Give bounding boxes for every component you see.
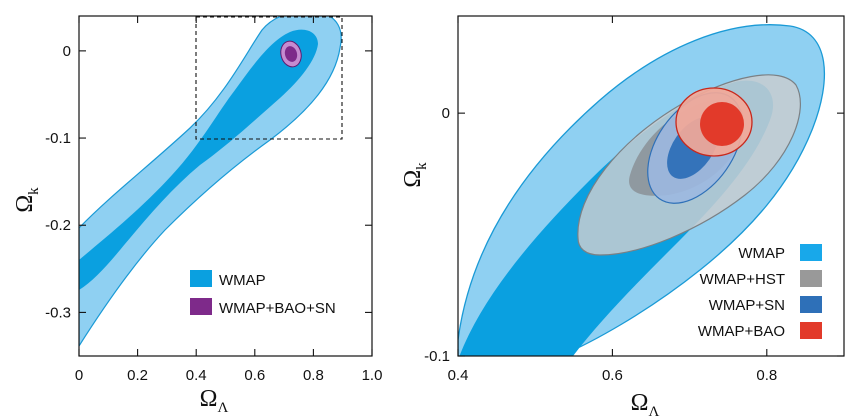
x-tick-label: 0.4 (448, 367, 469, 384)
legend-swatch-wmap (800, 244, 822, 261)
legend-label-wmap-bao: WMAP+BAO (698, 323, 785, 340)
left-ylabel: Ωk (12, 187, 42, 213)
y-tick-label: -0.1 (45, 130, 71, 147)
zoom-box (195, 16, 343, 140)
right-panel: 0.4 0.6 0.8 0 -0.1 ΩΛ Ωk WMAP WMAP+HST WMAP+… (400, 15, 845, 419)
wmap-bao-68-region (700, 102, 744, 146)
x-tick-label: 0 (75, 367, 83, 384)
legend-label-wmap-bao-sn: WMAP+BAO+SN (219, 300, 336, 317)
legend-swatch-wmap-sn (800, 296, 822, 313)
legend-label-wmap-hst: WMAP+HST (700, 271, 785, 288)
legend-swatch-wmap (190, 270, 212, 287)
x-tick-label: 0.8 (756, 367, 777, 384)
x-tick-label: 0.4 (186, 367, 207, 384)
x-tick-label: 1.0 (362, 367, 383, 384)
y-tick-label: -0.1 (424, 348, 450, 365)
y-tick-label: -0.3 (45, 304, 71, 321)
x-tick-label: 0.2 (127, 367, 148, 384)
left-panel: 0 0.2 0.4 0.6 0.8 1.0 0 -0.1 -0.2 -0.3 ΩΛ Ωk WMAP… (12, 15, 382, 416)
x-tick-label: 0.6 (244, 367, 265, 384)
right-plot-frame (457, 15, 845, 357)
x-tick-label: 0.6 (602, 367, 623, 384)
legend-swatch-wmap-bao (800, 322, 822, 339)
right-xlabel: ΩΛ (631, 390, 660, 419)
right-legend: WMAP WMAP+HST WMAP+SN WMAP+BAO (698, 244, 822, 340)
left-plot-frame (78, 15, 373, 357)
right-ylabel: Ωk (400, 162, 430, 188)
left-axis-ticks: 0 0.2 0.4 0.6 0.8 1.0 0 -0.1 -0.2 -0.3 (45, 16, 382, 384)
legend-swatch-wmap-hst (800, 270, 822, 287)
wmap-bao-sn-68-region (284, 46, 298, 62)
right-axis-ticks: 0.4 0.6 0.8 0 -0.1 (424, 16, 844, 384)
legend-label-wmap: WMAP (738, 245, 785, 262)
legend-label-wmap: WMAP (219, 272, 266, 289)
legend-label-wmap-sn: WMAP+SN (709, 297, 785, 314)
right-plot-area (458, 24, 826, 356)
legend-swatch-wmap-bao-sn (190, 298, 212, 315)
y-tick-label: 0 (442, 105, 450, 122)
wmap-68-region (79, 29, 318, 290)
x-tick-label: 0.8 (303, 367, 324, 384)
left-plot-area (79, 16, 342, 348)
y-tick-label: -0.2 (45, 217, 71, 234)
left-legend: WMAP WMAP+BAO+SN (190, 270, 336, 317)
left-xlabel: ΩΛ (200, 386, 229, 416)
y-tick-label: 0 (63, 43, 71, 60)
